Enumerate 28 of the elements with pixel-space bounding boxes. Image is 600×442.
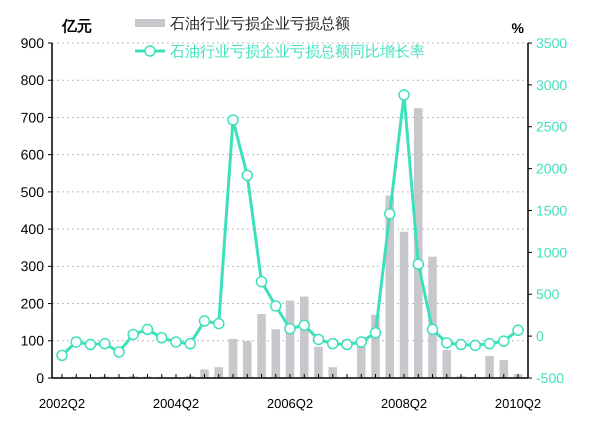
y-tick-label: 800: [20, 72, 44, 88]
y2-axis-title: %: [512, 20, 525, 36]
x-tick-label: 2010Q2: [494, 396, 542, 411]
y2-tick-label: 0: [536, 328, 544, 344]
y2-tick-label: 2000: [536, 160, 568, 177]
y2-tick-label: 1000: [536, 244, 568, 260]
y-axis-title: 亿元: [61, 18, 92, 35]
y2-tick-label: -500: [536, 370, 564, 386]
y2-tick-label: 3000: [536, 76, 568, 93]
x-tick-label: 2004Q2: [152, 396, 200, 411]
x-tick-label: 2002Q2: [38, 396, 86, 411]
y-tick-label: 500: [20, 184, 44, 200]
y2-tick-label: 3500: [536, 34, 568, 51]
y-tick-label: 400: [20, 221, 44, 238]
y-tick-label: 700: [20, 109, 44, 126]
y2-tick-label: 500: [536, 286, 560, 302]
y-tick-label: 100: [20, 332, 44, 349]
legend-label: 石油行业亏损企业亏损总额: [170, 15, 350, 32]
legend-label: 石油行业亏损企业亏损总额同比增长率: [170, 43, 425, 60]
y-tick-label: 0: [36, 370, 44, 386]
y-tick-label: 200: [20, 295, 44, 312]
x-tick-label: 2008Q2: [380, 396, 428, 411]
y-tick-label: 900: [20, 34, 44, 51]
y2-tick-label: 2500: [536, 118, 568, 135]
y-tick-label: 300: [20, 258, 44, 274]
y2-tick-label: 1500: [536, 202, 568, 218]
x-tick-label: 2006Q2: [266, 396, 314, 411]
y-tick-label: 600: [20, 146, 44, 163]
